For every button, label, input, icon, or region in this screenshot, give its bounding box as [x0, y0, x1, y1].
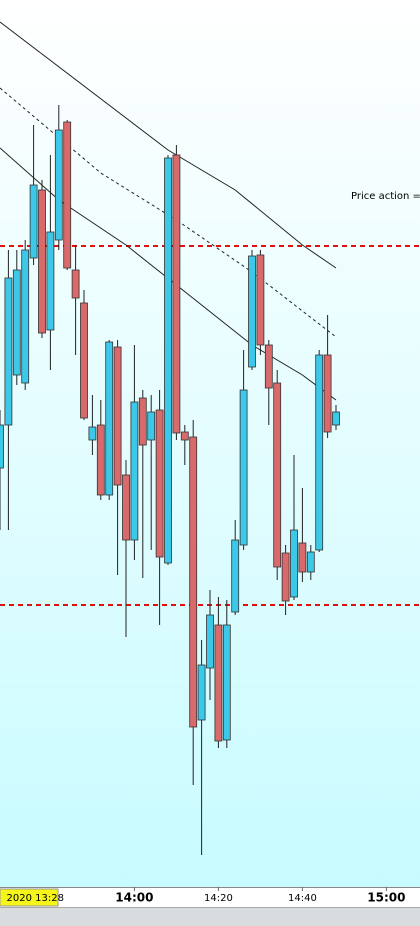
candle-body	[29, 184, 38, 259]
candle	[113, 340, 122, 575]
candle	[189, 420, 198, 785]
candle-body	[206, 614, 214, 669]
candle-body	[155, 409, 164, 558]
candle	[4, 250, 13, 530]
candle-body	[80, 302, 88, 419]
candle-body	[147, 411, 156, 441]
candle	[63, 120, 72, 270]
candle-body	[54, 129, 63, 241]
candle	[248, 250, 256, 370]
candle	[164, 155, 172, 565]
candle	[172, 145, 181, 440]
candle	[96, 400, 105, 500]
candle-body	[222, 624, 231, 741]
candle-body	[38, 189, 46, 334]
annotation: Price action =	[351, 191, 420, 202]
candle	[222, 600, 231, 748]
candle-body	[88, 426, 97, 441]
candle	[130, 345, 139, 560]
candle	[29, 125, 38, 265]
candle	[12, 250, 21, 385]
candle-body	[138, 397, 147, 446]
candle	[105, 340, 114, 500]
candle-body	[63, 121, 72, 269]
candle-body	[4, 277, 13, 426]
candle-body	[105, 341, 114, 496]
candle-body	[214, 624, 223, 742]
candle	[264, 340, 273, 425]
candle	[122, 460, 130, 637]
x-tick-label: 14:00	[115, 891, 153, 905]
candle-body	[332, 411, 340, 426]
candle-body	[130, 401, 139, 541]
candle	[231, 520, 240, 615]
x-tick-label: 15:00	[367, 891, 405, 905]
candle	[71, 245, 80, 355]
candle-body	[239, 389, 248, 546]
candle	[80, 290, 88, 420]
candle	[298, 488, 307, 582]
candle-body	[264, 344, 273, 389]
candle-body	[197, 664, 206, 721]
candle-body	[298, 542, 307, 573]
ma-line	[0, 21, 337, 269]
candle	[256, 250, 265, 355]
candle-body	[21, 249, 30, 384]
candle	[180, 425, 189, 465]
candle-body	[0, 424, 4, 469]
candle-body	[96, 424, 105, 496]
candle	[155, 390, 164, 625]
candle-body	[248, 255, 256, 368]
candle-body	[323, 354, 332, 433]
candle	[54, 105, 63, 250]
candle	[206, 590, 214, 700]
candle-body	[113, 346, 122, 486]
cursor-label: 2020 13:28	[7, 893, 64, 904]
candle	[88, 395, 97, 455]
candle	[290, 455, 298, 600]
candle	[306, 545, 315, 580]
candle-body	[306, 551, 315, 573]
cursor-label-box	[0, 888, 59, 907]
candle-body	[189, 436, 198, 728]
candle	[197, 640, 206, 855]
candle	[46, 155, 55, 370]
candle	[214, 597, 223, 748]
candle-body	[164, 157, 172, 564]
candle	[138, 390, 147, 578]
candle-body	[273, 382, 282, 568]
candle	[21, 240, 30, 390]
plot-background	[0, 0, 420, 887]
ma-line	[0, 87, 337, 338]
candle	[281, 545, 290, 615]
candle-body	[231, 539, 240, 613]
x-axis-strip	[0, 887, 420, 907]
candle	[273, 370, 282, 580]
candle	[38, 180, 46, 338]
bottom-bar	[0, 907, 420, 926]
candle-body	[290, 529, 298, 598]
candle	[323, 315, 332, 438]
candle-body	[256, 254, 265, 346]
candle	[315, 350, 324, 552]
candle-body	[172, 154, 181, 434]
x-tick-label: 14:40	[288, 893, 317, 904]
candle-body	[46, 231, 55, 331]
candle	[332, 405, 340, 430]
candle-body	[315, 354, 324, 551]
candle	[0, 410, 4, 530]
x-tick-label: 14:20	[204, 893, 233, 904]
candle	[147, 395, 156, 550]
candle-body	[71, 269, 80, 299]
candle-body	[122, 474, 130, 541]
candle-body	[12, 269, 21, 376]
candle	[239, 350, 248, 550]
candle-body	[180, 431, 189, 441]
candle-body	[281, 552, 290, 602]
